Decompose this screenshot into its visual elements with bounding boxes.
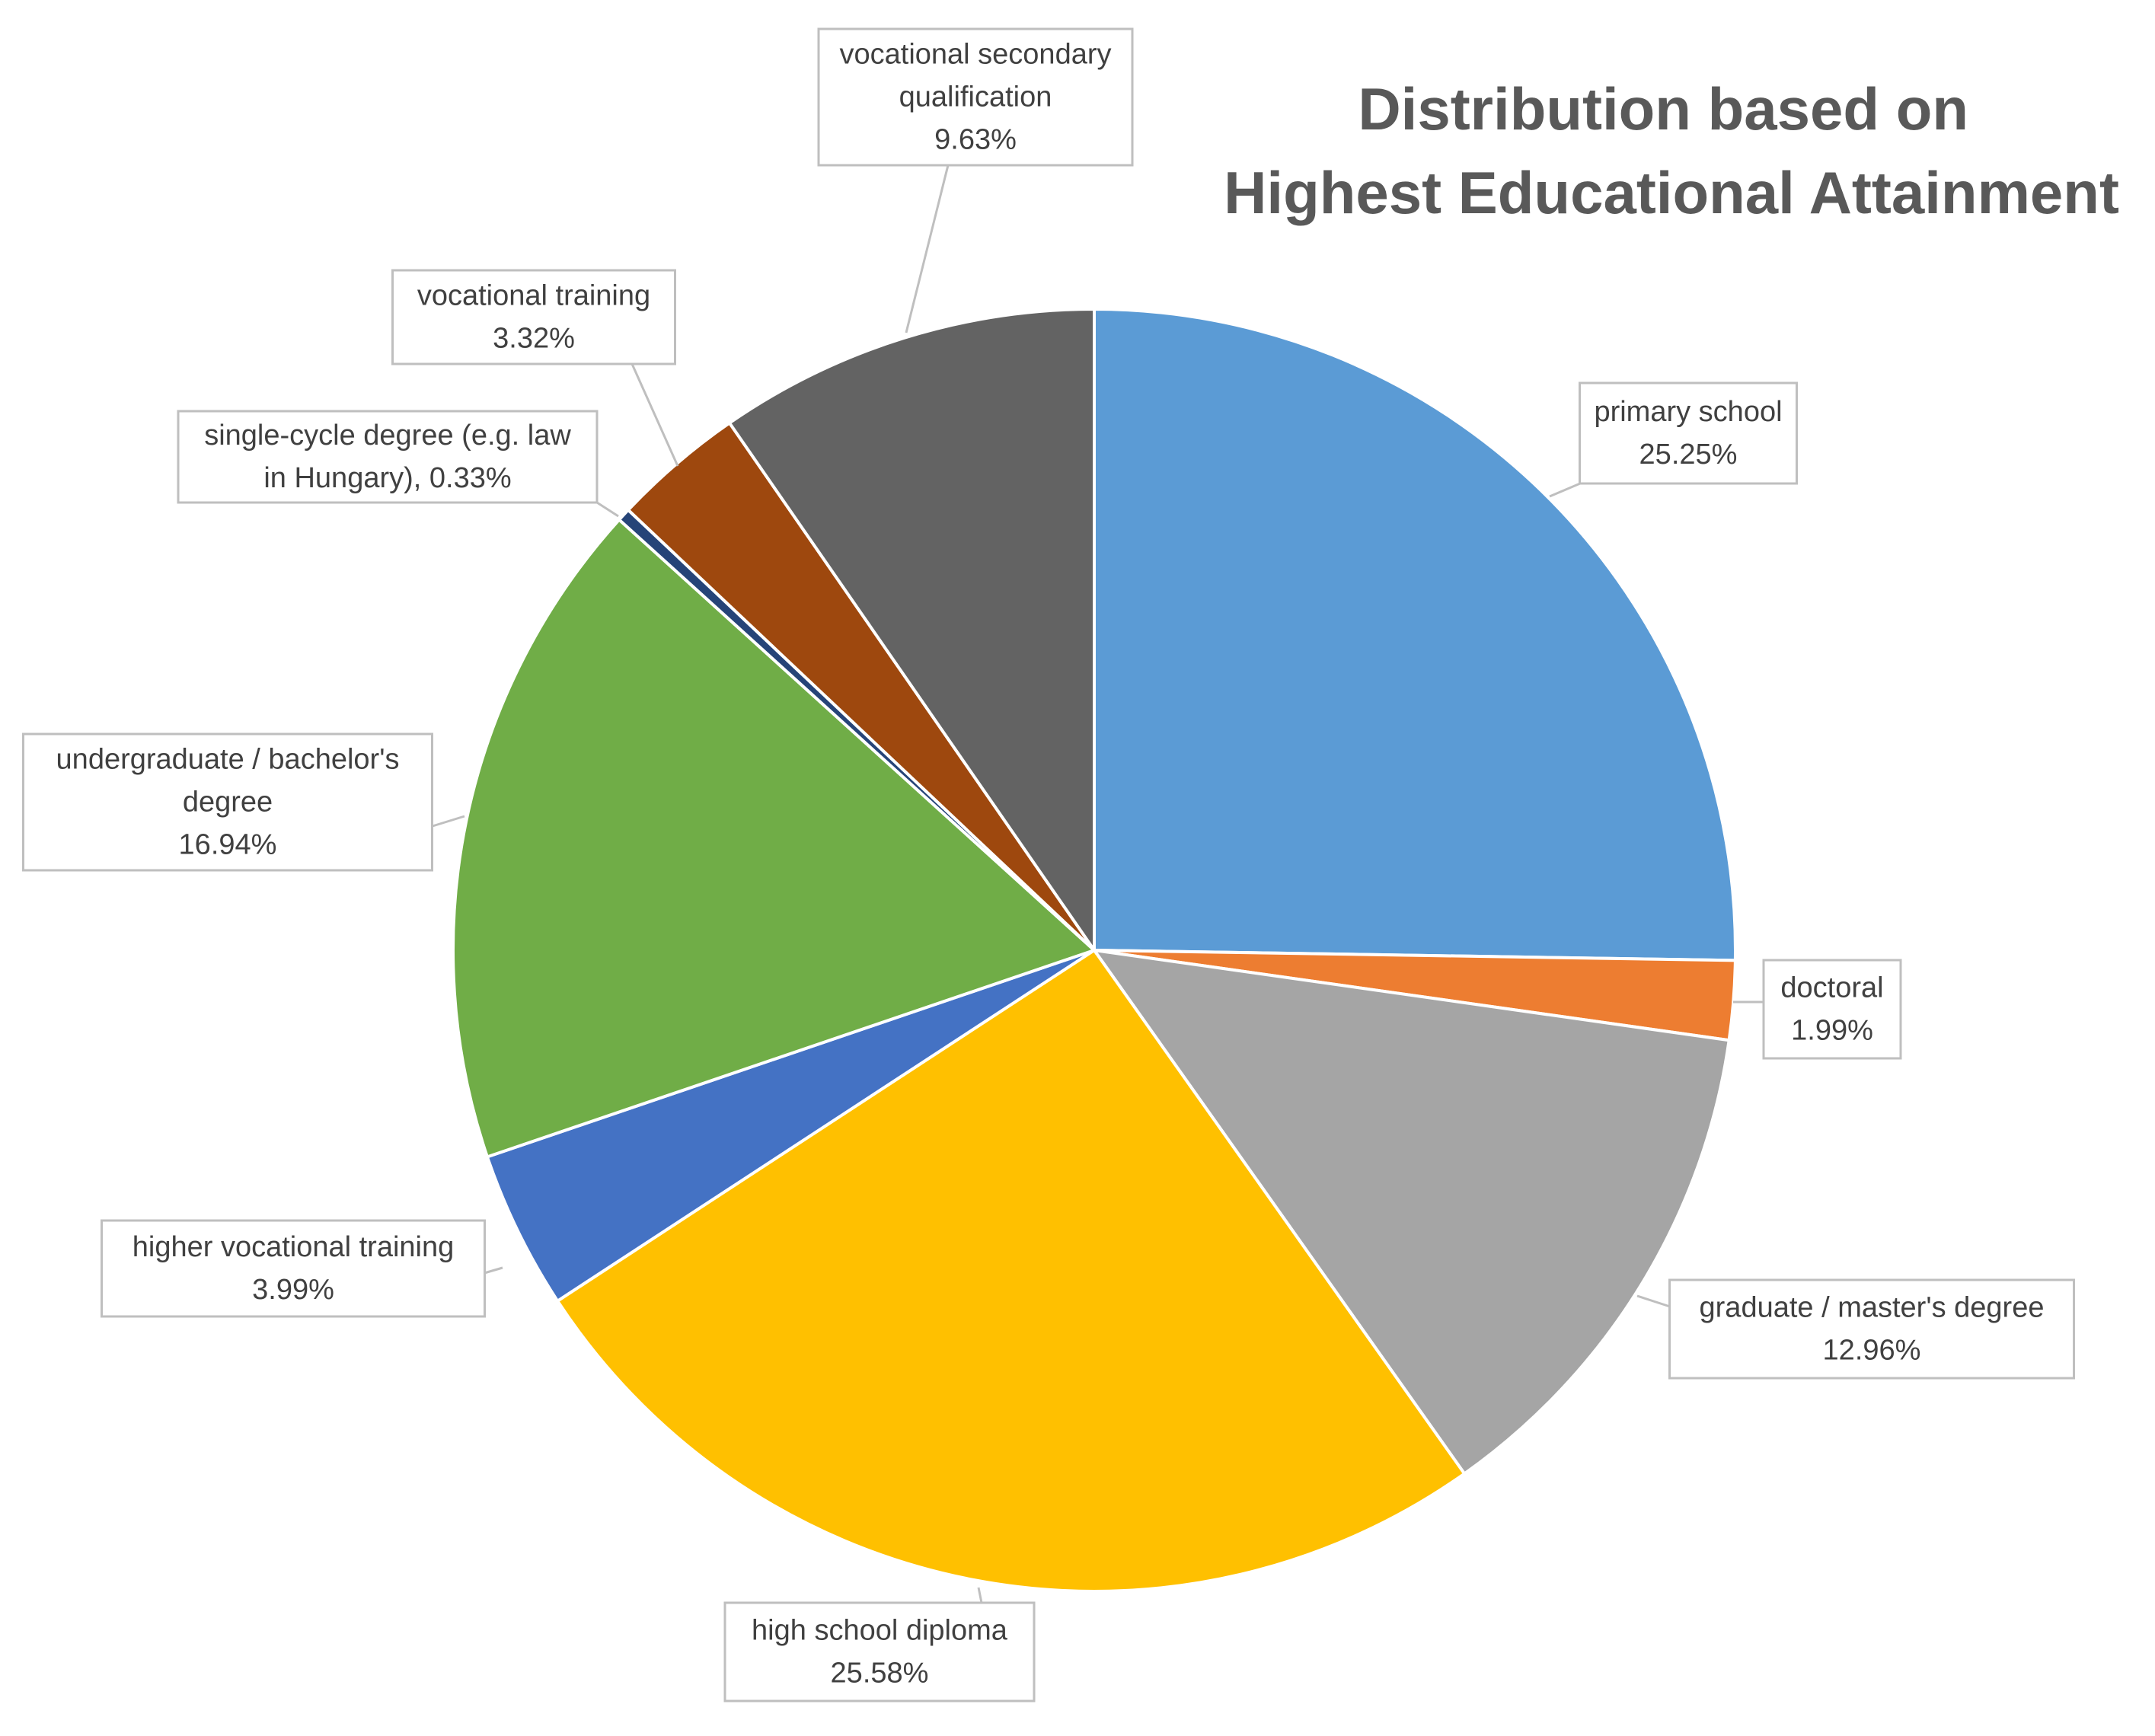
data-label-box (1668, 1278, 2075, 1380)
data-label-text: undergraduate / bachelor's degree 16.94% (56, 744, 400, 861)
data-label-line: 1.99% (1791, 1015, 1873, 1047)
data-label-text: graduate / master's degree 12.96% (1700, 1292, 2045, 1367)
leader-line (596, 501, 619, 518)
data-label: primary school 25.25% (1579, 381, 1798, 485)
data-label-line: 25.25% (1639, 439, 1738, 471)
data-label-line: doctoral (1780, 972, 1883, 1004)
data-label-line: vocational training (417, 280, 650, 312)
data-label-text: doctoral 1.99% (1780, 972, 1883, 1047)
data-label-text: vocational training 3.32% (417, 280, 650, 355)
data-label-line: graduate / master's degree (1700, 1292, 2045, 1324)
data-label-box (101, 1219, 486, 1318)
data-label-box (817, 27, 1134, 167)
data-label: graduate / master's degree 12.96% (1668, 1278, 2075, 1380)
data-label-text: vocational secondary qualification 9.63% (840, 39, 1112, 156)
data-label: higher vocational training 3.99% (101, 1219, 486, 1318)
leader-line (484, 1266, 503, 1275)
data-label-line: qualification (899, 81, 1052, 113)
leader-line (1549, 482, 1581, 498)
leader-line (977, 1587, 983, 1604)
data-label-line: 12.96% (1823, 1335, 1921, 1367)
data-label-line: degree (183, 787, 273, 819)
data-label-line: 3.32% (493, 323, 575, 355)
data-label-text: single-cycle degree (e.g. law in Hungary)… (204, 420, 571, 494)
data-label-line: vocational secondary (840, 39, 1112, 71)
leader-lines-layer (432, 164, 1764, 1604)
data-label-line: high school diploma (752, 1615, 1008, 1647)
leader-line (1636, 1294, 1671, 1308)
pie-slice (1093, 307, 1737, 962)
pie-slice (727, 307, 1096, 956)
data-label-box (1579, 381, 1798, 485)
data-label: doctoral 1.99% (1762, 959, 1902, 1060)
data-label: single-cycle degree (e.g. law in Hungary)… (177, 410, 599, 504)
data-label-line: higher vocational training (132, 1231, 455, 1263)
data-label-line: 16.94% (179, 829, 277, 861)
data-label-line: 9.63% (934, 124, 1017, 156)
data-labels-layer: primary school 25.25% doctoral 1.99% graduat… (22, 27, 2075, 1702)
data-label-box (723, 1601, 1036, 1702)
slices-layer (452, 307, 1737, 1593)
chart-title-line-2: Highest Educational Attainment (1224, 159, 2119, 226)
data-label-text: high school diploma 25.58% (752, 1615, 1008, 1690)
data-label: vocational training 3.32% (391, 269, 676, 365)
data-label-text: primary school 25.25% (1594, 396, 1782, 471)
data-label-line: undergraduate / bachelor's (56, 744, 400, 776)
data-label-line: primary school (1594, 396, 1782, 428)
pie-slice (1090, 948, 1731, 1476)
pie-slice (485, 949, 1096, 1304)
pie-slice (555, 948, 1467, 1593)
data-label-line: 25.58% (831, 1658, 929, 1690)
data-label: high school diploma 25.58% (723, 1601, 1036, 1702)
data-label-line: single-cycle degree (e.g. law (204, 420, 571, 452)
leader-line (905, 164, 950, 333)
data-label-line: 3.99% (252, 1274, 334, 1306)
data-label-box (1762, 959, 1902, 1060)
data-label-line: in Hungary), 0.33% (263, 462, 511, 494)
pie-slice (452, 517, 1097, 1159)
leader-line (432, 815, 465, 828)
data-label: vocational secondary qualification 9.63% (817, 27, 1134, 167)
data-label: undergraduate / bachelor's degree 16.94% (22, 732, 433, 872)
data-label-box (177, 410, 599, 504)
data-label-box (22, 732, 433, 872)
data-label-box (391, 269, 676, 365)
chart-title-line-1: Distribution based on (1358, 75, 1968, 142)
chart-title: Distribution based on Highest Educationa… (1224, 75, 2119, 226)
data-label-text: higher vocational training 3.99% (132, 1231, 455, 1306)
leader-line (631, 363, 679, 467)
